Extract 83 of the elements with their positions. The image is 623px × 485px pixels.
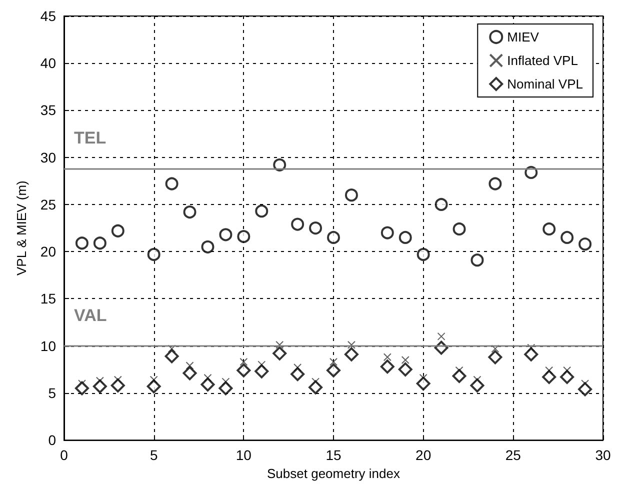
point: [452, 222, 466, 236]
y-tick-label: 15: [40, 290, 56, 307]
point: [186, 362, 194, 370]
point: [488, 350, 502, 364]
y-tick-label: 0: [48, 432, 56, 448]
point: [398, 362, 412, 376]
x-tick-label: 10: [236, 447, 252, 464]
point: [240, 358, 248, 366]
y-tick-label: 35: [40, 102, 56, 118]
point: [93, 236, 106, 250]
point: [182, 366, 197, 380]
x-tick-label: 30: [595, 447, 611, 464]
legend-label: MIEV: [507, 30, 540, 44]
point: [183, 206, 196, 219]
y-axis-title: VPL & MIEV (m): [14, 180, 29, 276]
point: [165, 177, 178, 190]
point: [272, 346, 287, 360]
point: [560, 370, 574, 384]
point: [524, 347, 538, 362]
point: [437, 332, 446, 340]
point: [254, 364, 269, 378]
point: [560, 230, 574, 244]
point: [255, 204, 268, 218]
point: [237, 230, 250, 244]
point: [347, 340, 356, 349]
point: [74, 381, 89, 396]
x-tick-label: 20: [416, 447, 432, 464]
point: [147, 248, 160, 261]
ref-line-label: VAL: [74, 306, 107, 325]
point: [380, 226, 394, 240]
point: [380, 360, 394, 374]
point: [92, 379, 107, 394]
y-tick-label: 20: [40, 244, 56, 260]
point: [308, 380, 323, 394]
point: [416, 248, 430, 261]
point: [578, 238, 592, 251]
point: [330, 358, 338, 366]
point: [491, 344, 500, 353]
point: [110, 378, 125, 392]
point: [434, 198, 448, 211]
point: [111, 224, 124, 238]
point: [470, 254, 484, 267]
point: [470, 378, 484, 392]
point: [200, 377, 215, 392]
point: [164, 349, 179, 364]
point: [218, 381, 233, 396]
y-tick-label: 5: [48, 384, 56, 401]
x-tick-label: 25: [505, 447, 522, 464]
point: [452, 369, 466, 384]
point: [542, 370, 556, 384]
point: [488, 177, 502, 190]
point: [276, 340, 284, 349]
point: [309, 222, 322, 235]
point: [383, 353, 392, 362]
point: [326, 363, 340, 378]
point: [201, 240, 214, 254]
point: [578, 382, 592, 396]
y-tick-label: 30: [40, 149, 56, 166]
point: [290, 367, 305, 382]
point: [291, 218, 304, 231]
point: [398, 230, 412, 244]
y-tick-label: 10: [40, 338, 56, 354]
point: [75, 236, 88, 250]
legend-label: Nominal VPL: [507, 76, 584, 92]
y-tick-label: 40: [40, 55, 56, 72]
x-tick-label: 15: [326, 447, 342, 464]
legend-label: Inflated VPL: [507, 53, 578, 68]
point: [236, 363, 251, 378]
point: [219, 228, 232, 242]
y-tick-label: 45: [40, 8, 56, 24]
point: [344, 188, 358, 202]
point: [401, 356, 410, 364]
x-axis-title: Subset geometry index: [267, 466, 400, 481]
point: [542, 222, 556, 236]
point: [168, 344, 176, 353]
point: [146, 379, 161, 394]
x-tick-label: 0: [60, 447, 68, 464]
point: [327, 230, 340, 244]
y-tick-label: 25: [40, 196, 56, 212]
ref-line-label: TEL: [74, 128, 106, 148]
x-tick-label: 5: [150, 447, 158, 464]
point: [344, 347, 358, 362]
point: [416, 376, 430, 391]
